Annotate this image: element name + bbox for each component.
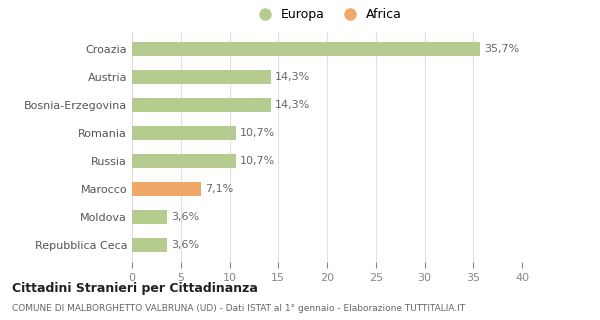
Text: 14,3%: 14,3% <box>275 72 311 82</box>
Text: 3,6%: 3,6% <box>171 212 199 222</box>
Bar <box>132 70 271 84</box>
Text: 7,1%: 7,1% <box>205 184 233 194</box>
Text: 14,3%: 14,3% <box>275 100 311 110</box>
Text: 10,7%: 10,7% <box>240 156 275 166</box>
Text: 10,7%: 10,7% <box>240 128 275 138</box>
Legend: Europa, Africa: Europa, Africa <box>252 8 402 21</box>
Bar <box>132 182 201 196</box>
Bar <box>132 210 167 224</box>
Text: 3,6%: 3,6% <box>171 240 199 250</box>
Bar <box>132 154 236 168</box>
Bar <box>132 126 236 140</box>
Bar <box>132 43 480 56</box>
Bar <box>132 98 271 112</box>
Text: 35,7%: 35,7% <box>484 44 519 54</box>
Bar <box>132 238 167 252</box>
Text: Cittadini Stranieri per Cittadinanza: Cittadini Stranieri per Cittadinanza <box>12 282 258 295</box>
Text: COMUNE DI MALBORGHETTO VALBRUNA (UD) - Dati ISTAT al 1° gennaio - Elaborazione T: COMUNE DI MALBORGHETTO VALBRUNA (UD) - D… <box>12 304 465 313</box>
